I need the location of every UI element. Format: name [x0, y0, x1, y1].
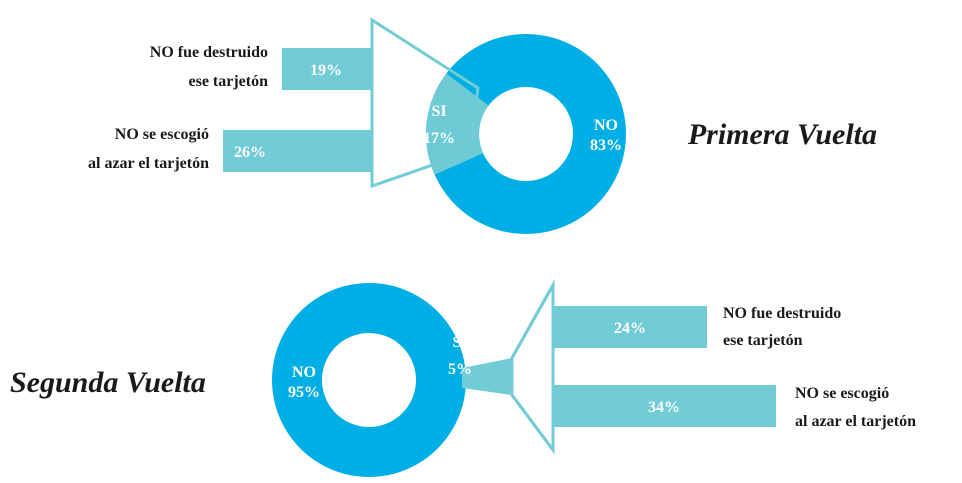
chart-1-title: Primera Vuelta	[687, 118, 877, 151]
chart-1-bar-1	[282, 48, 372, 90]
chart-2-bar-1-label-line-2: ese tarjetón	[723, 332, 803, 349]
chart-1-bar-2-value: 26%	[234, 144, 266, 161]
chart-2-bar-2-value: 34%	[648, 399, 680, 416]
chart-2-bar-1-value: 24%	[614, 320, 646, 337]
chart-2-slice-si	[369, 283, 399, 336]
chart-2-bar-1	[553, 306, 707, 348]
chart-1-slice-si-label: SI	[431, 103, 446, 120]
chart-2-slice-si-value: 5%	[448, 361, 472, 378]
chart-2-bar-2-label-line-1: NO se escogió	[795, 385, 889, 402]
chart-1-bar-2-label-line-2: al azar el tarjetón	[88, 155, 209, 172]
chart-2-slice-no	[271, 283, 466, 477]
chart-1-slice-si-value: 17%	[423, 130, 455, 147]
chart-1-bar-1-label-line-1: NO fue destruido	[150, 44, 268, 61]
chart-1-bar-1-label-line-2: ese tarjetón	[188, 73, 268, 90]
chart-2-slice-no-label: NO	[292, 364, 316, 381]
chart-2-bar-2-label-line-2: al azar el tarjetón	[795, 413, 916, 430]
chart-2-connector	[462, 358, 512, 395]
chart-2-funnel	[510, 279, 555, 455]
chart-1-bar-2-label-line-1: NO se escogió	[115, 126, 209, 143]
chart-2-bar-2	[553, 385, 776, 427]
chart-1-slice-no-label: NO	[594, 117, 618, 134]
chart-1-slice-si-overlay	[425, 73, 489, 175]
chart-1-slice-no-value: 83%	[590, 137, 622, 154]
chart-1-slice-no	[425, 34, 626, 234]
chart-2-slice-no-value: 95%	[288, 384, 320, 401]
chart-2-slice-si-label: SI	[452, 334, 467, 351]
chart-2-funnel-outline	[510, 284, 555, 451]
chart-2-title: Segunda Vuelta	[10, 366, 206, 399]
chart-2-bar-1-label-line-1: NO fue destruido	[723, 305, 841, 322]
chart-1-bar-2	[223, 130, 372, 172]
chart-1-bar-1-value: 19%	[310, 62, 342, 79]
